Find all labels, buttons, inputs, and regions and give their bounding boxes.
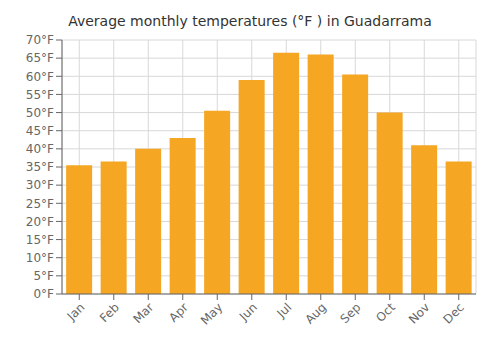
svg-text:Jun: Jun [236, 300, 260, 324]
svg-text:35°F: 35°F [26, 160, 54, 174]
svg-text:Aug: Aug [302, 300, 328, 326]
svg-text:25°F: 25°F [26, 197, 54, 211]
svg-text:5°F: 5°F [33, 269, 54, 283]
svg-text:Dec: Dec [441, 300, 467, 326]
svg-text:20°F: 20°F [26, 215, 54, 229]
svg-text:Jul: Jul [274, 300, 295, 321]
svg-text:55°F: 55°F [26, 88, 54, 102]
svg-text:60°F: 60°F [26, 70, 54, 84]
svg-text:Sep: Sep [337, 300, 363, 326]
svg-text:45°F: 45°F [26, 124, 54, 138]
svg-text:65°F: 65°F [26, 51, 54, 65]
svg-text:30°F: 30°F [26, 178, 54, 192]
svg-text:50°F: 50°F [26, 106, 54, 120]
html-text:Average monthly temperatures (: Average monthly temperatures (°F ) in Gu… [68, 13, 432, 29]
svg-text:Nov: Nov [406, 300, 432, 326]
svg-text:10°F: 10°F [26, 251, 54, 265]
svg-text:May: May [198, 300, 225, 327]
svg-text:Mar: Mar [130, 300, 156, 326]
svg-text:Jan: Jan [64, 300, 88, 324]
svg-text:Oct: Oct [373, 300, 398, 325]
svg-text:40°F: 40°F [26, 142, 54, 156]
svg-text:15°F: 15°F [26, 233, 54, 247]
svg-text:0°F: 0°F [33, 287, 54, 301]
svg-text:Apr: Apr [166, 300, 191, 325]
svg-text:Feb: Feb [97, 300, 122, 325]
svg-text:70°F: 70°F [26, 34, 54, 47]
